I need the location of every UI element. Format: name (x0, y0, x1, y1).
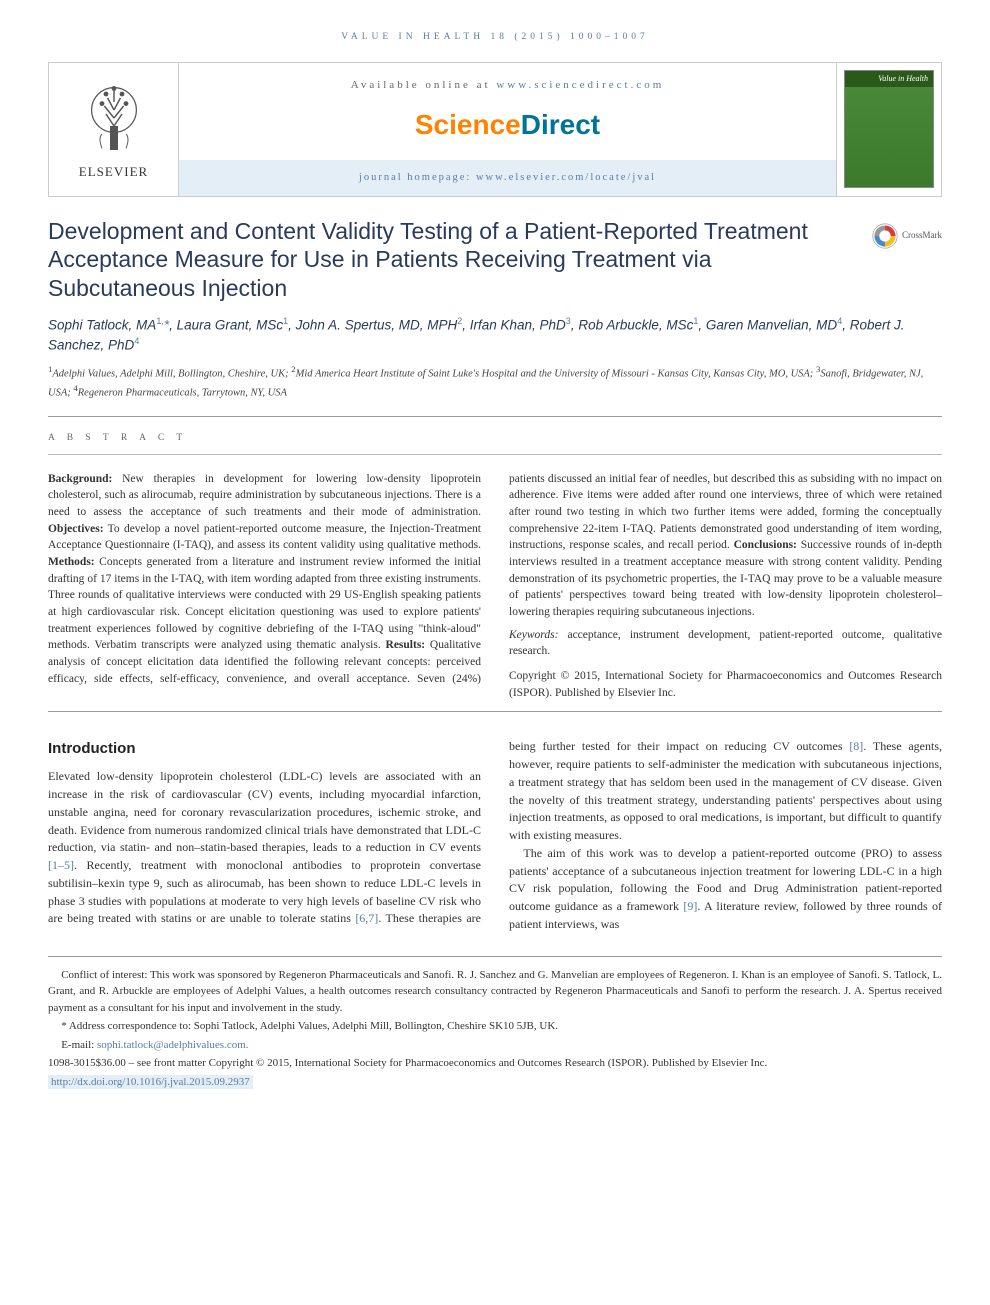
elsevier-label: ELSEVIER (79, 162, 148, 182)
journal-cover-thumbnail: Value in Health (844, 70, 934, 188)
crossmark-icon (872, 223, 898, 249)
available-online-text: Available online at www.sciencedirect.co… (351, 77, 665, 94)
article-body: Introduction Elevated low-density lipopr… (48, 738, 942, 933)
journal-homepage-link[interactable]: www.elsevier.com/locate/jval (476, 172, 656, 183)
correspondence-address: * Address correspondence to: Sophi Tatlo… (48, 1018, 942, 1035)
section-heading-introduction: Introduction (48, 738, 481, 760)
footnotes: Conflict of interest: This work was spon… (48, 967, 942, 1091)
conflict-of-interest: Conflict of interest: This work was spon… (48, 967, 942, 1017)
introduction-text: Elevated low-density lipoprotein cholest… (48, 738, 942, 933)
journal-homepage-bar: journal homepage: www.elsevier.com/locat… (179, 160, 836, 196)
crossmark-badge[interactable]: CrossMark (872, 223, 942, 249)
elsevier-logo-cell: ELSEVIER (49, 63, 179, 195)
email-link[interactable]: sophi.tatlock@adelphivalues.com. (97, 1039, 249, 1051)
article-title: Development and Content Validity Testing… (48, 217, 852, 303)
journal-cover-cell: Value in Health (836, 63, 941, 195)
crossmark-label: CrossMark (902, 229, 942, 243)
abstract-label: A B S T R A C T (48, 431, 942, 445)
elsevier-tree-icon (74, 78, 154, 158)
doi-link[interactable]: http://dx.doi.org/10.1016/j.jval.2015.09… (48, 1075, 253, 1089)
abstract-body: Background: New therapies in development… (48, 471, 942, 702)
sciencedirect-logo: ScienceDirect (415, 104, 600, 146)
affiliations: 1Adelphi Values, Adelphi Mill, Bollingto… (48, 363, 942, 400)
authors-list: Sophi Tatlock, MA1,*, Laura Grant, MSc1,… (48, 315, 942, 355)
correspondence-email: E-mail: sophi.tatlock@adelphivalues.com. (48, 1037, 942, 1054)
journal-header: ELSEVIER Available online at www.science… (48, 62, 942, 196)
running-head: VALUE IN HEALTH 18 (2015) 1000–1007 (48, 30, 942, 44)
sciencedirect-url[interactable]: www.sciencedirect.com (496, 79, 664, 91)
issn-copyright: 1098-3015$36.00 – see front matter Copyr… (48, 1055, 942, 1072)
